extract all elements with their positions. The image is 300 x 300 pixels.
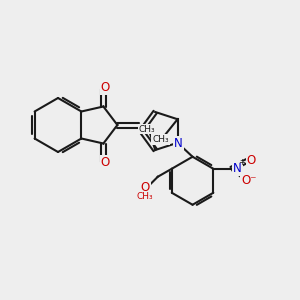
Text: O: O [140, 181, 149, 194]
Text: N: N [233, 162, 242, 175]
Text: O: O [247, 154, 256, 167]
Text: +: + [238, 158, 245, 167]
Text: O⁻: O⁻ [242, 174, 257, 187]
Text: CH₃: CH₃ [139, 124, 155, 134]
Text: O: O [101, 156, 110, 169]
Text: O: O [101, 81, 110, 94]
Text: CH₃: CH₃ [136, 192, 153, 201]
Text: N: N [174, 137, 183, 150]
Text: CH₃: CH₃ [152, 135, 169, 144]
